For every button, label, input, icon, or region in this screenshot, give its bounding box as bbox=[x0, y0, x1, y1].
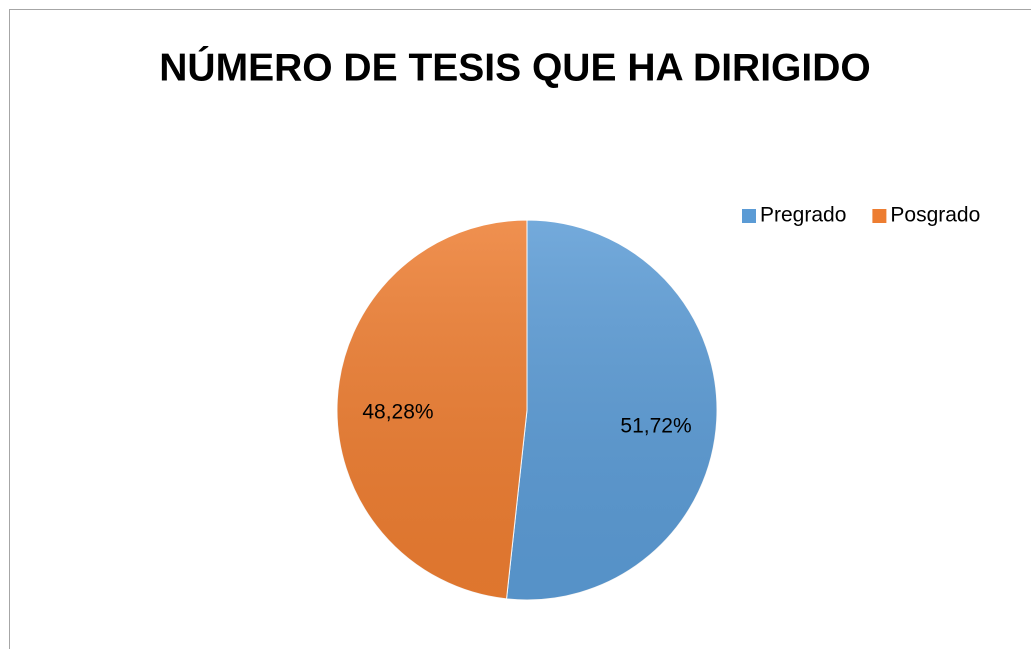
data-label: 48,28% bbox=[362, 401, 433, 424]
legend-swatch bbox=[742, 209, 756, 223]
legend-label: Posgrado bbox=[890, 204, 980, 227]
legend-swatch bbox=[872, 209, 887, 223]
chart-title: NÚMERO DE TESIS QUE HA DIRIGIDO bbox=[159, 45, 870, 89]
legend-label: Pregrado bbox=[760, 204, 846, 227]
data-label: 51,72% bbox=[620, 415, 691, 438]
